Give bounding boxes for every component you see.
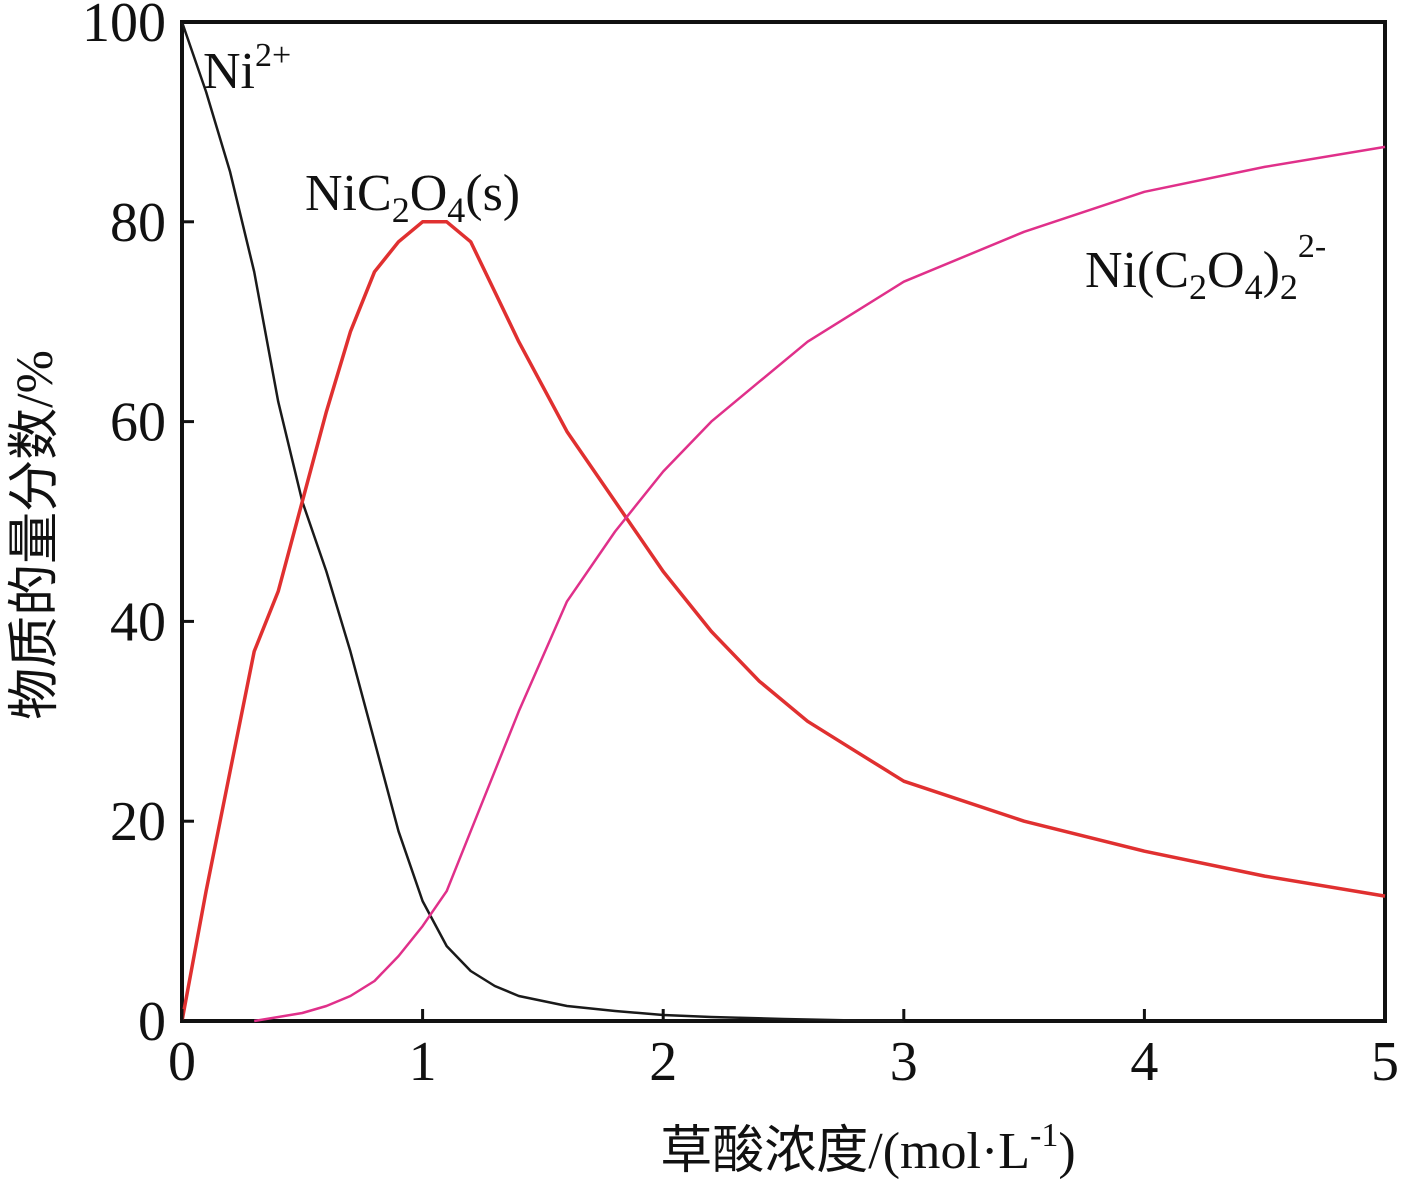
y-axis-label: 物质的量分数/% xyxy=(7,350,64,720)
x-tick-label: 1 xyxy=(409,1031,437,1093)
x-axis-label: 草酸浓度/(mol·L-1) xyxy=(660,1117,1075,1180)
y-tick-label: 100 xyxy=(82,0,166,54)
x-tick-label: 2 xyxy=(649,1031,677,1093)
x-tick-label: 0 xyxy=(168,1031,196,1093)
y-tick-label: 40 xyxy=(110,591,166,653)
series-line-ni-c2o4-2 xyxy=(253,145,1386,1023)
series-label-nic2o4: NiC2O4(s) xyxy=(305,165,520,230)
series-layer xyxy=(180,21,1386,1023)
series-label-ni2plus: Ni2+ xyxy=(203,37,291,100)
y-tick-label: 60 xyxy=(110,392,166,454)
series-line-ni2plus xyxy=(180,21,904,1023)
y-tick-label: 0 xyxy=(138,991,166,1053)
x-tick-label: 5 xyxy=(1371,1031,1399,1093)
series-line-nic2o4 xyxy=(180,220,1386,1022)
plot-frame xyxy=(180,20,1387,1023)
y-tick-label: 20 xyxy=(110,791,166,853)
y-tick-label: 80 xyxy=(110,192,166,254)
ticks-layer: 0 1 2 3 4 5 0 20 40 60 80 100 xyxy=(82,0,1399,1093)
x-tick-label: 3 xyxy=(890,1031,918,1093)
series-label-ni-c2o4-2: Ni(C2O4)22- xyxy=(1085,228,1326,307)
x-tick-label: 4 xyxy=(1130,1031,1158,1093)
